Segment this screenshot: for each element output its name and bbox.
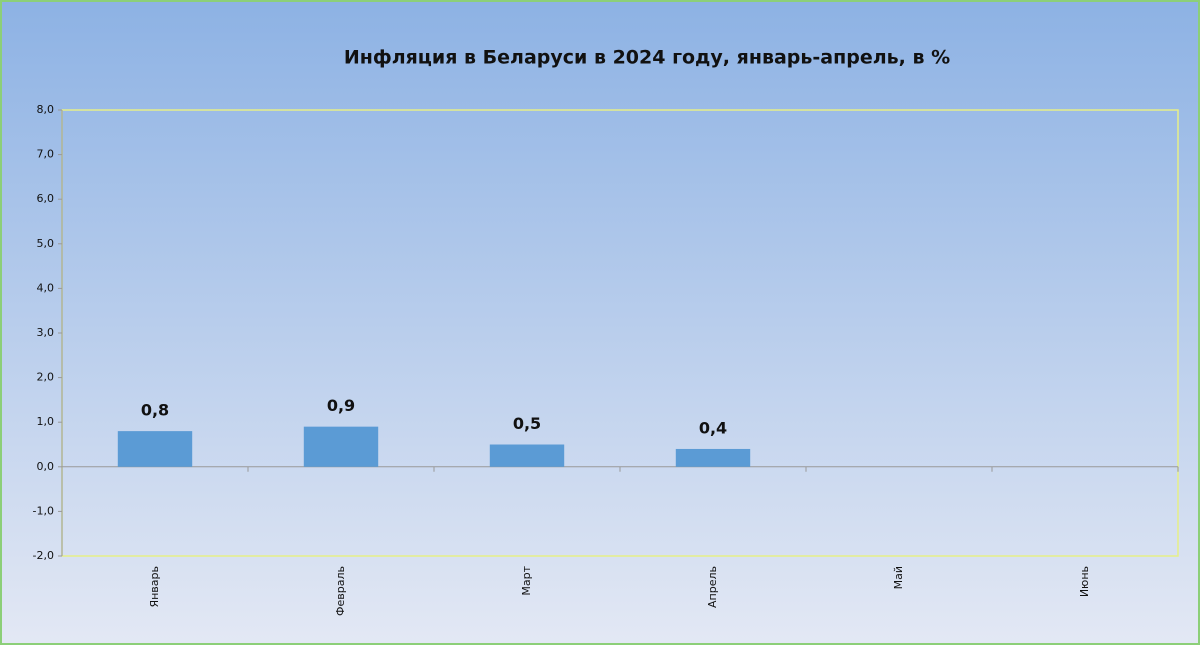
value-label: 0,8: [141, 401, 169, 420]
y-tick-label: 4,0: [37, 281, 55, 294]
bar: [675, 448, 751, 467]
x-tick-label: Февраль: [334, 566, 347, 616]
value-label: 0,4: [699, 418, 727, 437]
y-tick-label: 0,0: [37, 460, 55, 473]
x-tick-label: Январь: [148, 566, 161, 608]
y-tick-label: 5,0: [37, 237, 55, 250]
y-tick-label: 8,0: [37, 103, 55, 116]
y-tick-label: -1,0: [33, 504, 54, 517]
bar: [117, 431, 193, 467]
bar: [489, 444, 565, 467]
x-tick-label: Апрель: [706, 566, 719, 608]
x-tick-label: Май: [892, 566, 905, 589]
x-tick-label: Июнь: [1078, 566, 1091, 597]
y-tick-label: 2,0: [37, 371, 55, 384]
y-tick-label: 1,0: [37, 415, 55, 428]
value-label: 0,5: [513, 414, 541, 433]
y-tick-label: 3,0: [37, 326, 55, 339]
y-tick-label: 6,0: [37, 192, 55, 205]
y-tick-label: 7,0: [37, 148, 55, 161]
y-tick-label: -2,0: [33, 549, 54, 562]
value-label: 0,9: [327, 396, 355, 415]
chart-title: Инфляция в Беларуси в 2024 году, январь-…: [344, 47, 950, 69]
bar: [303, 426, 379, 467]
x-tick-label: Март: [520, 565, 533, 595]
